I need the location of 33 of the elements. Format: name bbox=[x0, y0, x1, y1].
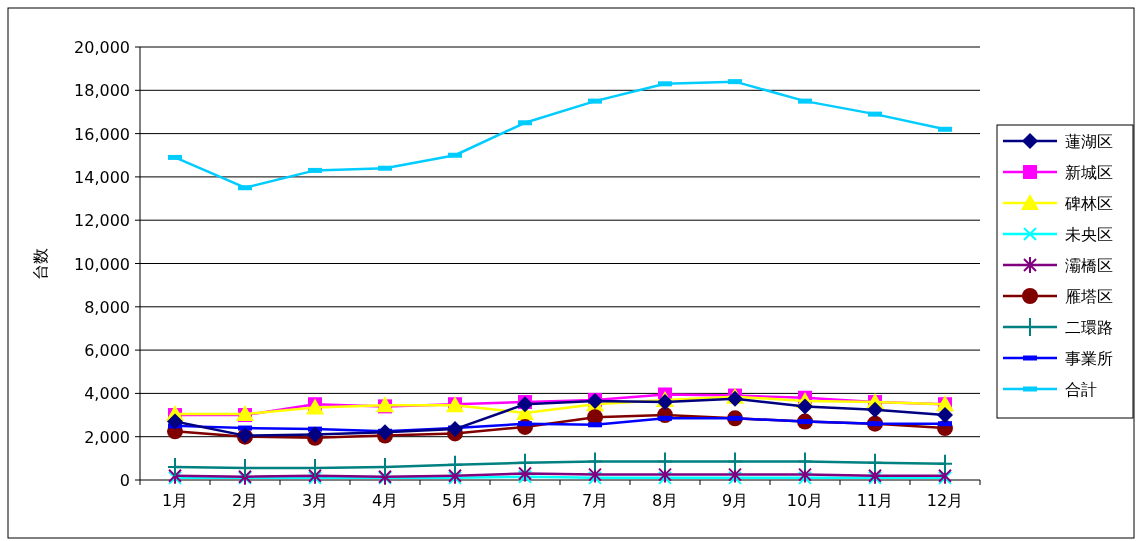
y-tick-label: 8,000 bbox=[84, 297, 130, 317]
y-tick-label: 2,000 bbox=[84, 427, 130, 447]
x-tick-label: 1月 bbox=[161, 491, 189, 510]
legend-label: 未央区 bbox=[1065, 225, 1113, 244]
y-tick-label: 16,000 bbox=[74, 124, 130, 144]
x-tick-label: 11月 bbox=[856, 491, 894, 510]
legend-label: 合計 bbox=[1065, 380, 1097, 399]
x-tick-label: 10月 bbox=[786, 491, 824, 510]
x-tick-label: 4月 bbox=[371, 491, 399, 510]
x-tick-label: 2月 bbox=[231, 491, 259, 510]
y-tick-label: 10,000 bbox=[74, 254, 130, 274]
x-tick-label: 12月 bbox=[926, 491, 964, 510]
y-axis-title: 台数 bbox=[31, 247, 50, 280]
x-tick-label: 6月 bbox=[511, 491, 539, 510]
x-tick-label: 8月 bbox=[651, 491, 679, 510]
y-tick-label: 6,000 bbox=[84, 341, 130, 361]
y-tick-label: 14,000 bbox=[74, 167, 130, 187]
legend-label: 事業所 bbox=[1065, 349, 1113, 368]
legend-label: 雁塔区 bbox=[1065, 287, 1113, 306]
legend-label: 蓮湖区 bbox=[1065, 132, 1113, 151]
y-tick-label: 18,000 bbox=[74, 81, 130, 101]
legend-label: 二環路 bbox=[1065, 318, 1113, 337]
x-tick-label: 9月 bbox=[721, 491, 749, 510]
legend-label: 灞橋区 bbox=[1065, 256, 1113, 275]
x-tick-label: 7月 bbox=[581, 491, 609, 510]
x-tick-label: 5月 bbox=[441, 491, 469, 510]
x-tick-label: 3月 bbox=[301, 491, 329, 510]
y-tick-label: 20,000 bbox=[74, 38, 130, 57]
legend-label: 新城区 bbox=[1065, 163, 1113, 182]
y-tick-label: 0 bbox=[119, 471, 130, 490]
y-tick-label: 4,000 bbox=[84, 384, 130, 404]
legend-label: 碑林区 bbox=[1064, 194, 1113, 213]
y-tick-label: 12,000 bbox=[74, 211, 130, 231]
